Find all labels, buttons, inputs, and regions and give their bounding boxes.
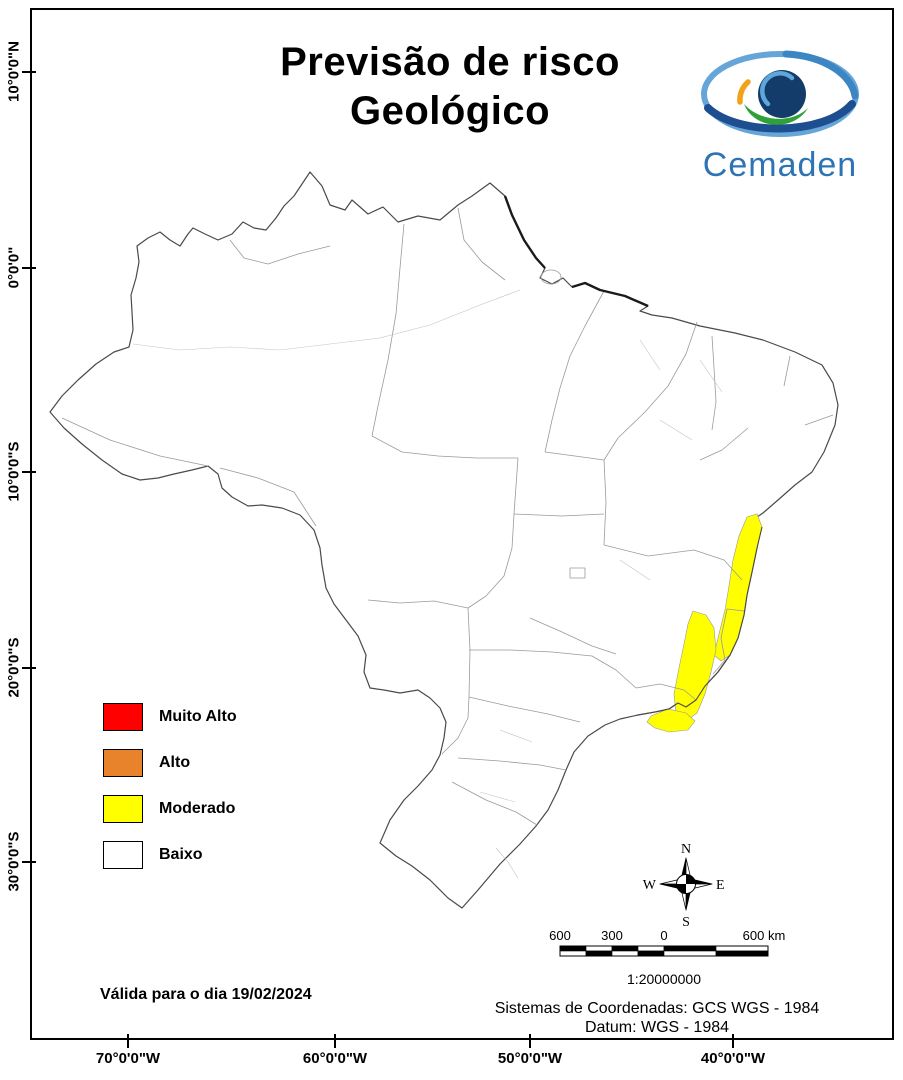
- scale-label-300: 300: [601, 928, 623, 943]
- lat-label-0: 0°0'0": [5, 246, 23, 289]
- swatch-rect: [103, 795, 143, 823]
- logo-wordmark: Cemaden: [702, 146, 858, 184]
- legend-swatch-moderado: [103, 795, 143, 823]
- datum-text: Datum: WGS - 1984: [584, 1019, 730, 1036]
- risk-legend: Muito Alto Alto Moderado Baixo: [103, 703, 237, 887]
- compass-n-label: N: [681, 842, 691, 857]
- cemaden-logo: Cemaden: [688, 46, 872, 185]
- compass-s-label: S: [682, 915, 690, 930]
- legend-label-baixo: Baixo: [159, 846, 203, 863]
- lon-label-70w: 70°0'0"W: [95, 1050, 161, 1067]
- southeast-coastline: [637, 526, 763, 716]
- coordinate-system-text: Sistemas de Coordenadas: GCS WGS - 1984: [494, 1000, 820, 1017]
- scale-ratio: 1:20000000: [627, 971, 701, 987]
- lat-label-10s: 10°0'0"S: [5, 441, 23, 502]
- scale-label-600-left: 600: [549, 928, 571, 943]
- scale-bar: [559, 945, 769, 957]
- compass-w-label: W: [643, 878, 657, 893]
- lat-tick: [22, 861, 36, 863]
- legend-swatch-alto: [103, 749, 143, 777]
- lon-tick: [732, 1034, 734, 1048]
- title-line-2: Geológico: [349, 89, 551, 133]
- risk-region-rio: [646, 708, 696, 733]
- swatch-rect: [103, 703, 143, 731]
- legend-item-alto: Alto: [103, 749, 237, 777]
- legend-label-moderado: Moderado: [159, 800, 236, 817]
- lat-tick: [22, 267, 36, 269]
- state-boundaries: [61, 207, 834, 826]
- swatch-rect: [103, 749, 143, 777]
- lon-label-50w: 50°0'0"W: [497, 1050, 563, 1067]
- moderate-risk-regions: [646, 513, 763, 733]
- compass-rose-icon: N E S W: [643, 842, 725, 930]
- legend-item-baixo: Baixo: [103, 841, 237, 869]
- north-arrow: N E S W: [616, 830, 756, 945]
- cemaden-eye-icon: [701, 50, 859, 137]
- legend-swatch-baixo: [103, 841, 143, 869]
- legend-item-moderado: Moderado: [103, 795, 237, 823]
- risk-region-east-minas: [673, 610, 717, 722]
- title-line-1: Previsão de risco: [280, 40, 620, 84]
- legend-label-alto: Alto: [159, 754, 191, 771]
- lon-tick: [334, 1034, 336, 1048]
- validity-date-text: Válida para o dia 19/02/2024: [100, 986, 312, 1003]
- lat-label-10n: 10°0'0"N: [5, 41, 23, 102]
- lon-tick: [529, 1034, 531, 1048]
- lat-tick: [22, 667, 36, 669]
- lat-label-30s: 30°0'0"S: [5, 831, 23, 892]
- north-coast-emphasis: [503, 195, 649, 308]
- lon-tick: [127, 1034, 129, 1048]
- page-title: Previsão de risco Geológico: [170, 38, 730, 136]
- lat-tick: [22, 471, 36, 473]
- legend-item-muito-alto: Muito Alto: [103, 703, 237, 731]
- lat-tick: [22, 71, 36, 73]
- minor-boundaries: [132, 289, 723, 879]
- swatch-rect: [103, 841, 143, 869]
- lon-label-60w: 60°0'0"W: [302, 1050, 368, 1067]
- lat-label-20s: 20°0'0"S: [5, 637, 23, 698]
- compass-e-label: E: [716, 878, 725, 893]
- scale-label-0: 0: [660, 928, 668, 943]
- legend-swatch-muito-alto: [103, 703, 143, 731]
- lon-label-40w: 40°0'0"W: [700, 1050, 766, 1067]
- scale-label-600-right: 600 km: [742, 928, 786, 943]
- legend-label-muito-alto: Muito Alto: [159, 708, 237, 725]
